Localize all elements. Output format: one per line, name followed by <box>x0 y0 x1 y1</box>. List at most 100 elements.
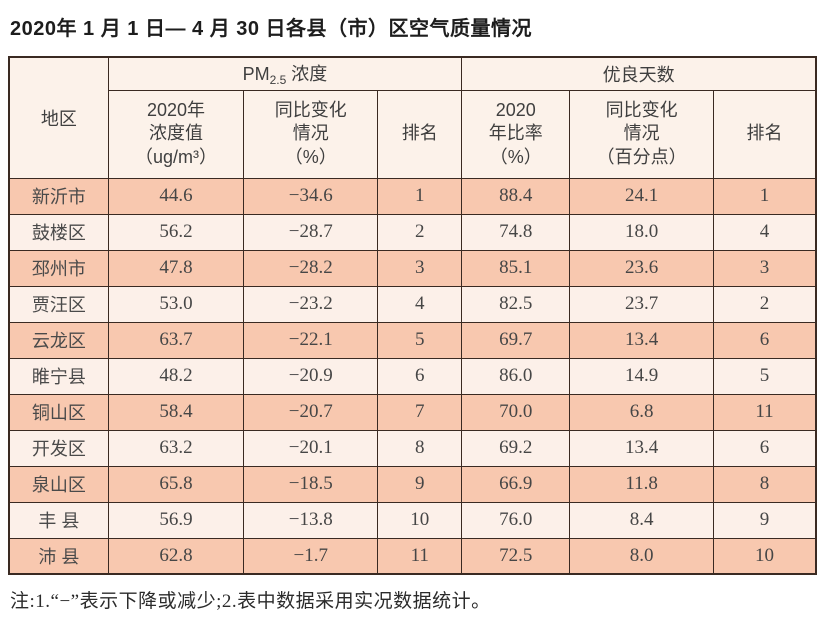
page-title: 2020年 1 月 1 日— 4 月 30 日各县（市）区空气质量情况 <box>10 18 533 40</box>
cell-good-ratio: 76.0 <box>461 501 571 539</box>
cell-good-rank: 9 <box>712 501 817 539</box>
header-line: 情况 <box>292 123 329 144</box>
cell-good-ratio: 66.9 <box>461 465 571 503</box>
cell-good-ratio: 72.5 <box>461 537 571 575</box>
header-pm-value: 2020年 浓度值 （ug/m³） <box>107 89 245 179</box>
cell-pm-change: −20.1 <box>243 429 379 467</box>
cell-pm-rank: 7 <box>377 393 463 431</box>
cell-good-ratio: 86.0 <box>461 357 571 395</box>
cell-good-rank: 6 <box>712 321 817 359</box>
header-sub-row: 2020年 浓度值 （ug/m³） 同比变化 情况 （%） 排名 2020 年比… <box>9 89 817 179</box>
header-pm-group: PM2.5 浓度 <box>107 56 463 91</box>
cell-pm-value: 63.2 <box>107 429 245 467</box>
cell-pm-rank: 5 <box>377 321 463 359</box>
cell-good-rank: 10 <box>712 537 817 575</box>
cell-good-ratio: 69.2 <box>461 429 571 467</box>
cell-good-rank: 11 <box>712 393 817 431</box>
table-row: 邳州市 47.8 −28.2 3 85.1 23.6 3 <box>8 249 817 287</box>
cell-region: 丰 县 <box>8 501 109 539</box>
header-line: （%） <box>284 146 337 167</box>
cell-pm-rank: 3 <box>377 249 463 287</box>
header-line: 同比变化 <box>274 99 347 120</box>
cell-good-change: 18.0 <box>569 213 714 251</box>
cell-good-ratio: 82.5 <box>461 285 571 323</box>
cell-good-change: 14.9 <box>569 357 714 395</box>
cell-pm-rank: 6 <box>377 357 463 395</box>
pm-label-rest: 浓度 <box>286 64 328 85</box>
header-pm-rank: 排名 <box>377 89 463 179</box>
air-quality-table: 地区 PM2.5 浓度 优良天数 2020年 浓度值 （ug/m³） 同比变化 … <box>8 56 817 575</box>
cell-good-rank: 8 <box>712 465 817 503</box>
cell-good-rank: 5 <box>712 357 817 395</box>
cell-good-rank: 4 <box>712 213 817 251</box>
cell-good-change: 8.0 <box>569 537 714 575</box>
cell-pm-value: 47.8 <box>107 249 245 287</box>
cell-pm-change: −20.7 <box>243 393 379 431</box>
table-header: 地区 PM2.5 浓度 优良天数 2020年 浓度值 （ug/m³） 同比变化 … <box>8 56 817 179</box>
cell-pm-rank: 9 <box>377 465 463 503</box>
pm-label-main: PM <box>242 64 270 85</box>
cell-pm-value: 56.9 <box>107 501 245 539</box>
cell-pm-rank: 10 <box>377 501 463 539</box>
cell-pm-change: −13.8 <box>243 501 379 539</box>
cell-region: 云龙区 <box>8 321 109 359</box>
cell-good-change: 13.4 <box>569 429 714 467</box>
header-line: 情况 <box>623 123 660 144</box>
cell-pm-rank: 11 <box>377 537 463 575</box>
cell-pm-value: 56.2 <box>107 213 245 251</box>
cell-pm-value: 58.4 <box>107 393 245 431</box>
cell-region: 鼓楼区 <box>8 213 109 251</box>
cell-pm-value: 48.2 <box>107 357 245 395</box>
cell-pm-rank: 1 <box>377 177 463 215</box>
cell-region: 邳州市 <box>8 249 109 287</box>
cell-good-change: 23.6 <box>569 249 714 287</box>
cell-pm-change: −1.7 <box>243 537 379 575</box>
header-line: （百分点） <box>596 146 687 167</box>
cell-pm-change: −28.2 <box>243 249 379 287</box>
header-good-group: 优良天数 <box>461 56 817 91</box>
cell-region: 开发区 <box>8 429 109 467</box>
table-row: 泉山区 65.8 −18.5 9 66.9 11.8 8 <box>8 465 817 503</box>
header-line: （%） <box>489 146 542 167</box>
cell-pm-value: 62.8 <box>107 537 245 575</box>
table-row: 沛 县 62.8 −1.7 11 72.5 8.0 10 <box>8 537 817 575</box>
cell-pm-change: −18.5 <box>243 465 379 503</box>
cell-region: 沛 县 <box>8 537 109 575</box>
cell-pm-rank: 2 <box>377 213 463 251</box>
header-line: 同比变化 <box>605 99 678 120</box>
header-group-row: 地区 PM2.5 浓度 优良天数 <box>8 56 817 179</box>
table-row: 贾汪区 53.0 −23.2 4 82.5 23.7 2 <box>8 285 817 323</box>
cell-pm-value: 63.7 <box>107 321 245 359</box>
table-row: 丰 县 56.9 −13.8 10 76.0 8.4 9 <box>8 501 817 539</box>
header-good-rank: 排名 <box>712 89 817 179</box>
cell-pm-rank: 4 <box>377 285 463 323</box>
table-row: 新沂市 44.6 −34.6 1 88.4 24.1 1 <box>8 177 817 215</box>
cell-pm-value: 65.8 <box>107 465 245 503</box>
table-row: 鼓楼区 56.2 −28.7 2 74.8 18.0 4 <box>8 213 817 251</box>
cell-region: 新沂市 <box>8 177 109 215</box>
table-row: 铜山区 58.4 −20.7 7 70.0 6.8 11 <box>8 393 817 431</box>
cell-good-rank: 6 <box>712 429 817 467</box>
header-pm-change: 同比变化 情况 （%） <box>243 89 379 179</box>
cell-good-rank: 2 <box>712 285 817 323</box>
cell-good-ratio: 69.7 <box>461 321 571 359</box>
table-row: 云龙区 63.7 −22.1 5 69.7 13.4 6 <box>8 321 817 359</box>
cell-good-ratio: 88.4 <box>461 177 571 215</box>
cell-pm-value: 44.6 <box>107 177 245 215</box>
header-region: 地区 <box>8 56 109 179</box>
header-good-change: 同比变化 情况 （百分点） <box>569 89 714 179</box>
cell-good-change: 23.7 <box>569 285 714 323</box>
cell-good-change: 13.4 <box>569 321 714 359</box>
cell-good-rank: 3 <box>712 249 817 287</box>
footnote: 注:1.“−”表示下降或减少;2.表中数据采用实况数据统计。 <box>10 591 491 612</box>
header-line: 2020 <box>495 99 536 120</box>
cell-good-ratio: 70.0 <box>461 393 571 431</box>
cell-good-change: 11.8 <box>569 465 714 503</box>
cell-pm-change: −20.9 <box>243 357 379 395</box>
cell-region: 铜山区 <box>8 393 109 431</box>
header-good-ratio: 2020 年比率 （%） <box>461 89 571 179</box>
header-line: 年比率 <box>488 123 543 144</box>
cell-region: 贾汪区 <box>8 285 109 323</box>
cell-good-change: 6.8 <box>569 393 714 431</box>
